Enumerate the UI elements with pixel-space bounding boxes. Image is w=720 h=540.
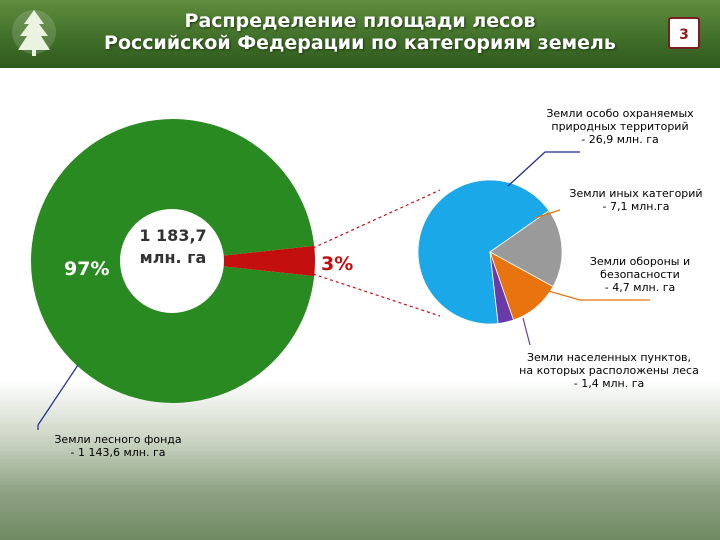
header-bar: Распределение площади лесов Российской Ф… — [0, 0, 720, 68]
leader-line-forest — [37, 364, 79, 426]
breakdown-label-defense: Земли обороны и безопасности - 4,7 млн. … — [589, 255, 691, 294]
main-pie-center-hole — [120, 209, 224, 313]
page-title: Распределение площади лесов Российской Ф… — [80, 10, 640, 54]
slide-number-badge: 3 — [668, 17, 700, 49]
main-center-text-line-1: 1 183,7 — [139, 226, 207, 245]
forest-logo-icon — [12, 10, 56, 56]
main-slice-percent-forest: 97% — [64, 258, 110, 280]
leader-line-protected — [507, 151, 580, 187]
breakdown-label-protected: Земли особо охраняемых природных террито… — [546, 107, 694, 146]
main-slice-label-forest: Земли лесного фонда - 1 143,6 млн. га — [54, 433, 182, 459]
forest-background — [0, 380, 720, 540]
breakdown-pie-slice-protected — [417, 179, 550, 325]
leader-line-settlements — [522, 317, 531, 346]
breakdown-label-settlements: Земли населенных пунктов, на которых рас… — [519, 351, 699, 390]
connector-line-bottom — [312, 273, 441, 317]
leader-line-other — [534, 209, 561, 219]
breakdown-label-other: Земли иных категорий - 7,1 млн.га — [569, 187, 703, 213]
title-line-2: Российской Федерации по категориям земел… — [104, 32, 616, 54]
main-pie-slice-other — [173, 245, 315, 277]
breakdown-pie-slice-other — [489, 210, 563, 288]
connector-line-top — [312, 189, 441, 249]
breakdown-pie-slice-settlements — [489, 251, 515, 324]
main-center-text-line-2: млн. га — [139, 248, 207, 267]
main-slice-percent-other: 3% — [321, 253, 354, 275]
title-line-1: Распределение площади лесов — [184, 10, 536, 32]
leader-line-defense — [544, 289, 650, 301]
